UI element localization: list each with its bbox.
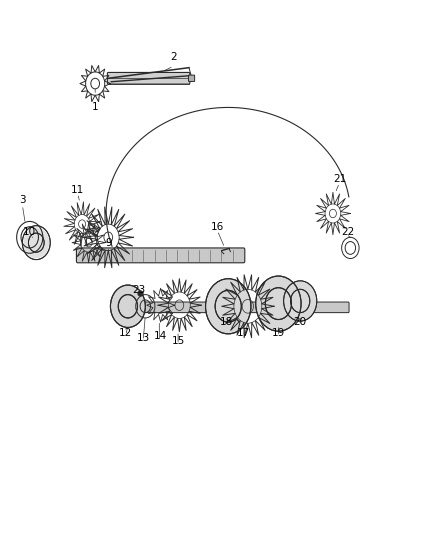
Circle shape bbox=[256, 277, 300, 330]
Text: 22: 22 bbox=[341, 227, 354, 237]
Text: 23: 23 bbox=[132, 285, 145, 295]
Text: 9: 9 bbox=[105, 238, 111, 248]
Circle shape bbox=[24, 228, 48, 257]
Text: 11: 11 bbox=[71, 184, 84, 195]
FancyBboxPatch shape bbox=[107, 72, 189, 84]
Text: 2: 2 bbox=[170, 52, 177, 62]
FancyBboxPatch shape bbox=[76, 248, 244, 263]
Text: 10: 10 bbox=[23, 227, 36, 237]
Circle shape bbox=[284, 282, 315, 320]
Text: 1: 1 bbox=[92, 102, 98, 112]
Text: 14: 14 bbox=[154, 332, 167, 342]
Circle shape bbox=[206, 280, 250, 333]
Text: 16: 16 bbox=[210, 222, 223, 232]
Text: 19: 19 bbox=[271, 328, 284, 338]
Text: 13: 13 bbox=[136, 333, 149, 343]
Text: 21: 21 bbox=[332, 174, 345, 184]
FancyBboxPatch shape bbox=[188, 75, 194, 82]
Circle shape bbox=[111, 286, 144, 326]
Text: 15: 15 bbox=[171, 336, 184, 346]
FancyBboxPatch shape bbox=[124, 302, 348, 313]
Text: 17: 17 bbox=[237, 328, 250, 338]
Text: 18: 18 bbox=[219, 317, 232, 327]
Text: 20: 20 bbox=[293, 317, 306, 327]
Text: 3: 3 bbox=[19, 195, 25, 205]
Text: 12: 12 bbox=[119, 328, 132, 338]
